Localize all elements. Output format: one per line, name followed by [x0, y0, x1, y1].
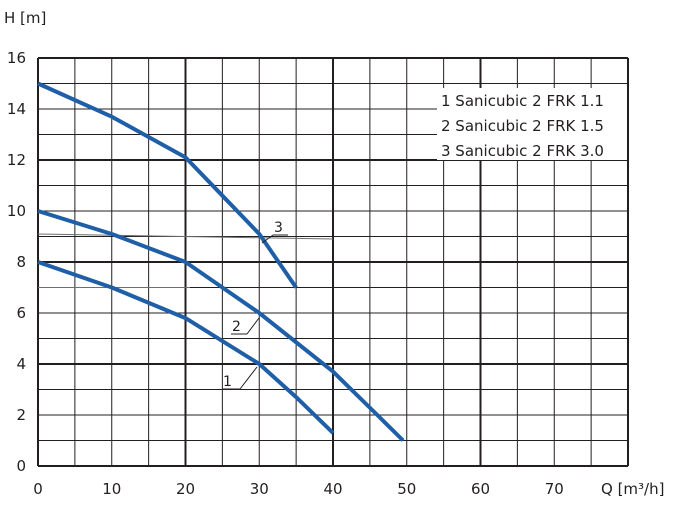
x-tick-label: 30	[250, 480, 269, 498]
reference-line	[37, 233, 334, 240]
y-axis-label: H [m]	[4, 9, 46, 27]
x-tick-label: 0	[33, 480, 43, 498]
x-tick-label: 10	[102, 480, 121, 498]
series-line-2	[37, 209, 405, 442]
legend-entry: 1 Sanicubic 2 FRK 1.1	[441, 92, 604, 110]
legend-background	[437, 88, 627, 160]
y-tick-label: 2	[16, 406, 26, 424]
y-tick-label: 16	[7, 49, 26, 67]
major-grid	[37, 57, 629, 467]
x-tick-label: 70	[545, 480, 564, 498]
legend-entry: 2 Sanicubic 2 FRK 1.5	[441, 117, 604, 135]
y-tick-label: 10	[7, 202, 26, 220]
curve-label-leader	[246, 317, 260, 335]
series-layer	[37, 81, 405, 442]
curve-label-leaders: 1 2 3	[222, 220, 288, 390]
y-tick-label: 4	[16, 355, 26, 373]
x-tick-label: 50	[397, 480, 416, 498]
y-tick-label: 12	[7, 151, 26, 169]
legend: 1 Sanicubic 2 FRK 1.1 2 Sanicubic 2 FRK 1…	[441, 92, 604, 160]
x-tick-label: 40	[323, 480, 342, 498]
curve-label-1: 1	[223, 374, 232, 390]
x-axis-label: Q [m³/h]	[601, 480, 664, 498]
legend-entry: 3 Sanicubic 2 FRK 3.0	[441, 142, 604, 160]
y-tick-label: 6	[16, 304, 26, 322]
curve-label-leader	[261, 234, 274, 244]
series-line-3	[37, 81, 298, 289]
y-tick-label: 14	[7, 100, 26, 118]
curve-label-3: 3	[274, 220, 283, 236]
y-tick-label: 8	[16, 253, 26, 271]
x-tick-label: 20	[176, 480, 195, 498]
y-tick-label: 0	[16, 457, 26, 475]
curve-label-leader	[239, 366, 258, 390]
x-tick-label: 60	[471, 480, 490, 498]
curve-label-2: 2	[232, 319, 241, 335]
